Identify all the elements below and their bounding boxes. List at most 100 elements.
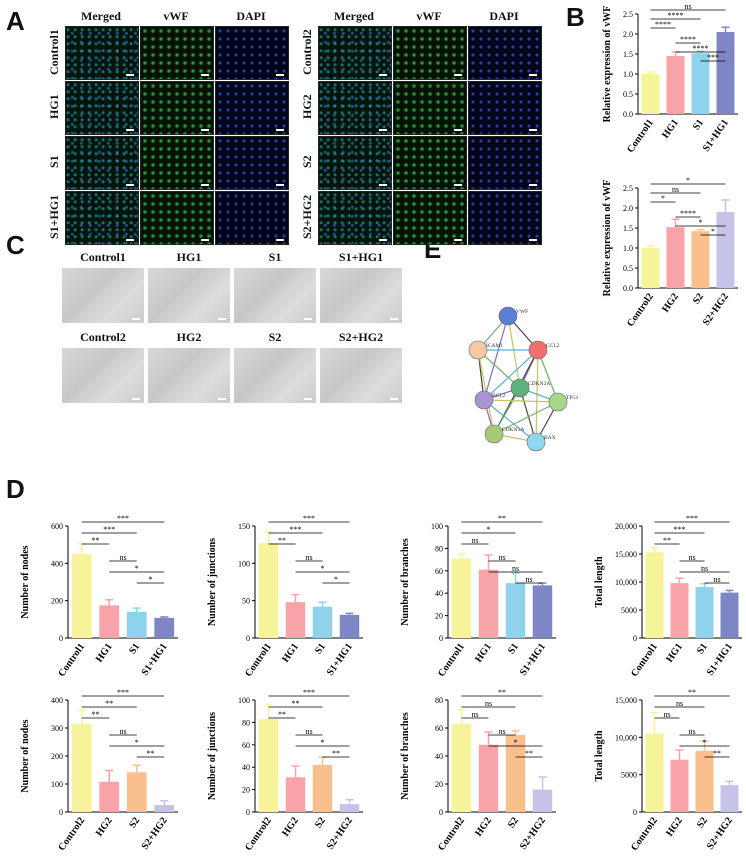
significance-label: ** xyxy=(663,536,671,545)
significance-label: ns xyxy=(471,710,478,719)
significance-label: ns xyxy=(688,727,695,736)
micrograph-merged xyxy=(65,81,139,135)
x-tick-label: S1+HG1 xyxy=(140,641,170,677)
micrograph-dapi xyxy=(468,81,542,135)
scale-bar xyxy=(201,184,209,186)
panel-c-label: Control1 xyxy=(80,250,126,264)
bar xyxy=(339,804,360,812)
brightfield-image xyxy=(320,348,402,403)
y-tick-label: 15,000 xyxy=(615,550,637,559)
panel-a-header-1-2: vWF xyxy=(163,9,189,23)
y-tick-label: 40 xyxy=(435,589,443,598)
scale-bar xyxy=(201,129,209,131)
x-tick-label: HG2 xyxy=(664,815,685,838)
y-tick-label: 0 xyxy=(246,634,250,643)
y-tick-label: 50 xyxy=(242,597,250,606)
y-axis-label: Number of junctions xyxy=(207,538,218,626)
micrograph-dapi xyxy=(215,136,289,190)
network-edge xyxy=(477,349,521,389)
x-tick-label: S1+HG1 xyxy=(705,641,735,677)
significance-label: ** xyxy=(498,514,506,523)
network-node xyxy=(484,424,504,444)
scale-bar xyxy=(529,184,537,186)
scale-bar xyxy=(529,129,537,131)
significance-label: ns xyxy=(305,727,312,736)
significance-label: ** xyxy=(525,749,533,758)
network-node-label: CDKN1A xyxy=(502,427,524,433)
significance-label: **** xyxy=(680,35,696,44)
bar xyxy=(695,750,714,812)
network-node-label: TP53 xyxy=(566,395,578,401)
y-tick-label: 10,000 xyxy=(615,733,637,742)
panel-letter-d: D xyxy=(6,474,25,504)
network-edge xyxy=(483,399,559,403)
panel-letter-a: A xyxy=(6,6,25,36)
scale-bar xyxy=(126,74,134,76)
micrograph-vwf xyxy=(140,136,214,190)
significance-label: * xyxy=(321,564,325,573)
brightfield-image xyxy=(148,348,230,403)
panel-c-label: Control2 xyxy=(80,330,126,344)
y-tick-label: 20 xyxy=(435,780,443,789)
significance-label: *** xyxy=(303,688,315,697)
network-node-label: CCL2 xyxy=(546,343,560,349)
scale-bar xyxy=(132,318,140,320)
brightfield-image xyxy=(320,268,402,323)
panel-c-label: HG2 xyxy=(176,330,202,344)
bar xyxy=(670,759,689,812)
scale-bar xyxy=(379,184,387,186)
y-tick-label: 100 xyxy=(238,559,250,568)
significance-label: ns xyxy=(688,553,695,562)
y-tick-label: 0 xyxy=(439,808,443,817)
panel-letter-c: C xyxy=(6,230,25,260)
y-tick-label: 200 xyxy=(51,752,63,761)
scale-bar xyxy=(529,74,537,76)
bar xyxy=(312,606,333,638)
micrograph-merged xyxy=(318,81,392,135)
significance-label: ** xyxy=(332,749,340,758)
x-tick-label: S1 xyxy=(691,117,706,132)
scale-bar xyxy=(390,318,398,320)
bar xyxy=(126,611,147,638)
y-tick-label: 0.5 xyxy=(623,90,633,99)
y-tick-label: 2.0 xyxy=(623,204,633,213)
y-tick-label: 0.5 xyxy=(623,264,633,273)
y-tick-label: 80 xyxy=(435,544,443,553)
bar xyxy=(99,781,120,812)
x-tick-label: S1 xyxy=(695,641,710,656)
bar xyxy=(641,74,660,114)
y-tick-label: 15,000 xyxy=(615,696,637,705)
bar xyxy=(641,248,660,288)
scale-bar xyxy=(218,318,226,320)
scale-bar xyxy=(529,239,537,241)
x-tick-label: S2+HG2 xyxy=(325,815,355,851)
y-axis-label: Number of junctions xyxy=(207,712,218,800)
significance-label: ns xyxy=(676,699,683,708)
network-edge xyxy=(483,399,537,443)
x-tick-label: Control1 xyxy=(629,641,660,679)
significance-label: *** xyxy=(303,514,315,523)
x-tick-label: Control1 xyxy=(436,641,467,679)
bar xyxy=(71,723,92,812)
bar xyxy=(285,602,306,638)
x-tick-label: Control1 xyxy=(243,641,274,679)
y-tick-label: 20 xyxy=(242,786,250,795)
bar xyxy=(695,587,714,638)
y-tick-label: 5000 xyxy=(621,606,637,615)
significance-label: * xyxy=(703,738,707,747)
micrograph-vwf xyxy=(140,26,214,80)
y-axis-label: Number of nodes xyxy=(20,545,31,618)
y-tick-label: 400 xyxy=(51,696,63,705)
significance-label: * xyxy=(487,525,491,534)
y-tick-label: 2.5 xyxy=(623,10,633,19)
micrograph-merged xyxy=(65,136,139,190)
scale-bar xyxy=(276,184,284,186)
y-axis-label: Total length xyxy=(594,556,605,607)
brightfield-image xyxy=(148,268,230,323)
bar xyxy=(532,789,553,812)
x-tick-label: Control1 xyxy=(56,641,87,679)
panel-a-header-1-1: Merged xyxy=(81,9,121,23)
scale-bar xyxy=(379,239,387,241)
network-node xyxy=(474,390,494,410)
bar xyxy=(258,719,279,812)
